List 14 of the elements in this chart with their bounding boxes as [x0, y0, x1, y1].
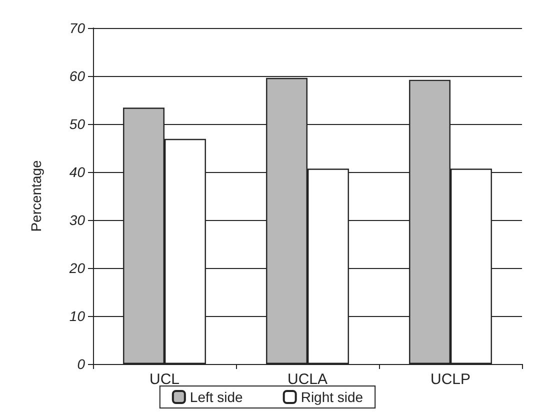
y-axis-title: Percentage [28, 160, 44, 232]
y-tick-label: 70 [69, 20, 86, 36]
legend-label: Left side [190, 389, 244, 405]
y-tick-label: 30 [69, 212, 86, 228]
y-tick-label: 10 [69, 308, 86, 324]
x-tick-label: UCL [149, 371, 180, 388]
legend-label: Right side [300, 389, 364, 405]
x-tick-label: UCLP [430, 371, 471, 388]
y-tick-label: 40 [69, 164, 86, 180]
y-tick-label: 60 [69, 68, 86, 84]
y-tick-label: 20 [68, 260, 86, 276]
y-tick-label: 0 [77, 356, 86, 372]
x-tick-label: UCLA [287, 371, 328, 388]
y-tick-label: 50 [69, 116, 86, 132]
